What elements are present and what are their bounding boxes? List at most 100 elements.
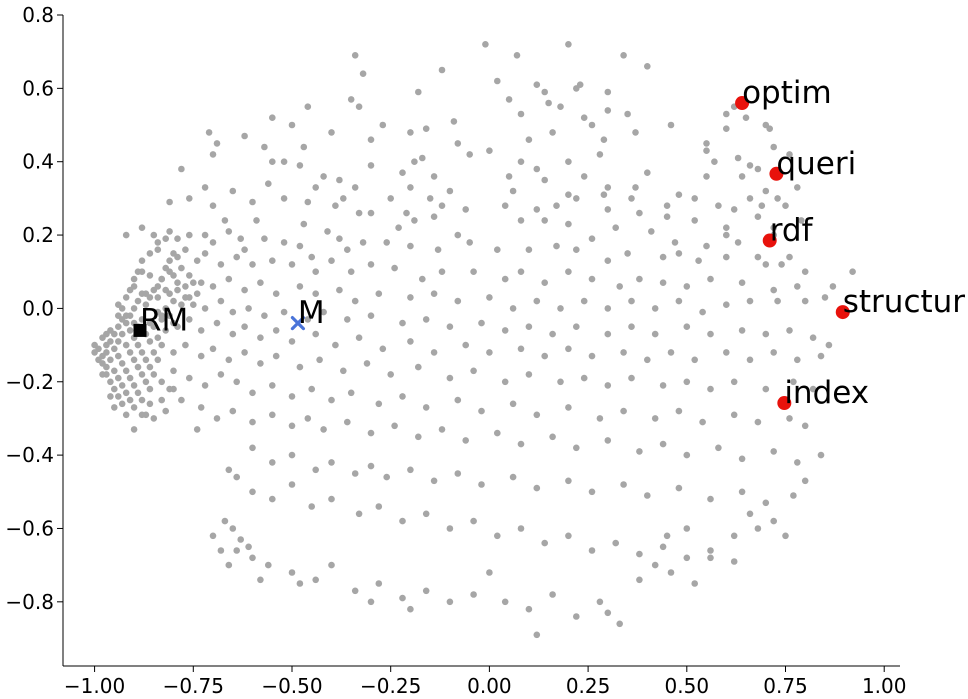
scatter-point xyxy=(525,371,533,378)
scatter-point xyxy=(269,382,276,389)
scatter-point xyxy=(328,129,335,136)
x-tick-label: 0.00 xyxy=(467,674,512,698)
scatter-point xyxy=(213,319,221,327)
scatter-point xyxy=(683,378,691,386)
scatter-point xyxy=(454,396,462,404)
scatter-point xyxy=(565,477,572,485)
scatter-point xyxy=(146,400,154,408)
scatter-point xyxy=(454,140,462,147)
scatter-point xyxy=(186,231,193,239)
scatter-point xyxy=(549,591,556,598)
scatter-point xyxy=(596,151,604,158)
y-tick-label: 0.8 xyxy=(22,3,54,27)
scatter-point xyxy=(269,257,276,265)
scatter-point xyxy=(415,433,422,441)
scatter-point xyxy=(809,334,817,342)
scatter-point xyxy=(675,297,683,305)
scatter-point xyxy=(304,415,312,422)
scatter-point xyxy=(118,360,126,367)
scatter-point xyxy=(699,418,706,426)
scatter-point xyxy=(367,312,375,320)
m-marker-stroke xyxy=(290,315,306,331)
scatter-point xyxy=(675,191,683,198)
scatter-point xyxy=(296,363,304,371)
scatter-point xyxy=(541,539,548,547)
scatter-point xyxy=(636,275,643,283)
scatter-point xyxy=(379,345,387,353)
scatter-point xyxy=(770,143,777,151)
y-tick-label: 0.6 xyxy=(22,76,54,100)
scatter-point xyxy=(154,356,162,364)
scatter-point xyxy=(340,367,347,375)
scatter-point xyxy=(565,532,572,540)
scatter-point xyxy=(675,484,683,492)
scatter-point xyxy=(193,290,201,298)
scatter-point xyxy=(233,473,240,481)
scatter-point xyxy=(501,598,509,606)
scatter-point xyxy=(344,316,351,323)
scatter-point xyxy=(367,598,375,606)
scatter-point xyxy=(407,338,414,345)
scatter-point xyxy=(221,217,229,224)
scatter-point xyxy=(754,253,762,261)
scatter-point xyxy=(782,532,789,540)
scatter-point xyxy=(209,283,217,290)
x-tick-label: 0.75 xyxy=(763,674,808,698)
scatter-point xyxy=(549,330,556,338)
scatter-point xyxy=(375,400,383,408)
scatter-point xyxy=(505,96,513,103)
scatter-point xyxy=(351,52,359,59)
scatter-point xyxy=(430,173,438,180)
scatter-point xyxy=(794,459,801,466)
scatter-point xyxy=(422,510,430,518)
scatter-point xyxy=(170,297,177,305)
scatter-point xyxy=(734,154,742,162)
scatter-point xyxy=(249,488,256,496)
scatter-point xyxy=(446,374,454,382)
scatter-point xyxy=(209,532,217,540)
scatter-point xyxy=(730,558,738,565)
scatter-point xyxy=(778,261,785,268)
scatter-point xyxy=(126,349,134,356)
scatter-point xyxy=(134,363,142,371)
scatter-point xyxy=(659,253,667,261)
scatter-point xyxy=(573,613,580,620)
scatter-point xyxy=(209,345,217,353)
scatter-point xyxy=(588,275,596,283)
scatter-point xyxy=(482,41,489,48)
scatter-point xyxy=(249,261,256,268)
scatter-point xyxy=(280,308,288,316)
scatter-point xyxy=(166,290,173,298)
scatter-point xyxy=(355,209,363,217)
scatter-point xyxy=(446,598,454,606)
scatter-point xyxy=(723,253,730,261)
scatter-point xyxy=(138,411,146,419)
scatter-point xyxy=(557,103,564,110)
scatter-point xyxy=(754,525,762,532)
scatter-point xyxy=(312,330,320,338)
scatter-point xyxy=(430,213,438,220)
scatter-point xyxy=(201,250,209,257)
scatter-point xyxy=(126,374,134,382)
scatter-point xyxy=(644,492,651,499)
scatter-point xyxy=(170,349,177,356)
scatter-point xyxy=(241,349,248,356)
scatter-point xyxy=(505,173,513,180)
scatter-point xyxy=(320,173,327,180)
scatter-point xyxy=(730,532,738,540)
scatter-point xyxy=(651,305,659,312)
scatter-point xyxy=(588,352,596,360)
x-tick-label: −1.00 xyxy=(64,674,125,698)
scatter-point xyxy=(308,253,316,261)
scatter-point xyxy=(553,202,560,209)
scatter-point xyxy=(115,374,122,382)
scatter-point xyxy=(146,272,154,279)
scatter-point xyxy=(182,283,189,290)
scatter-point xyxy=(336,235,343,242)
scatter-point xyxy=(462,437,470,444)
scatter-point xyxy=(269,411,276,419)
scatter-point xyxy=(146,250,154,257)
scatter-point xyxy=(711,158,718,165)
scatter-point xyxy=(178,301,185,309)
scatter-point xyxy=(146,363,154,371)
